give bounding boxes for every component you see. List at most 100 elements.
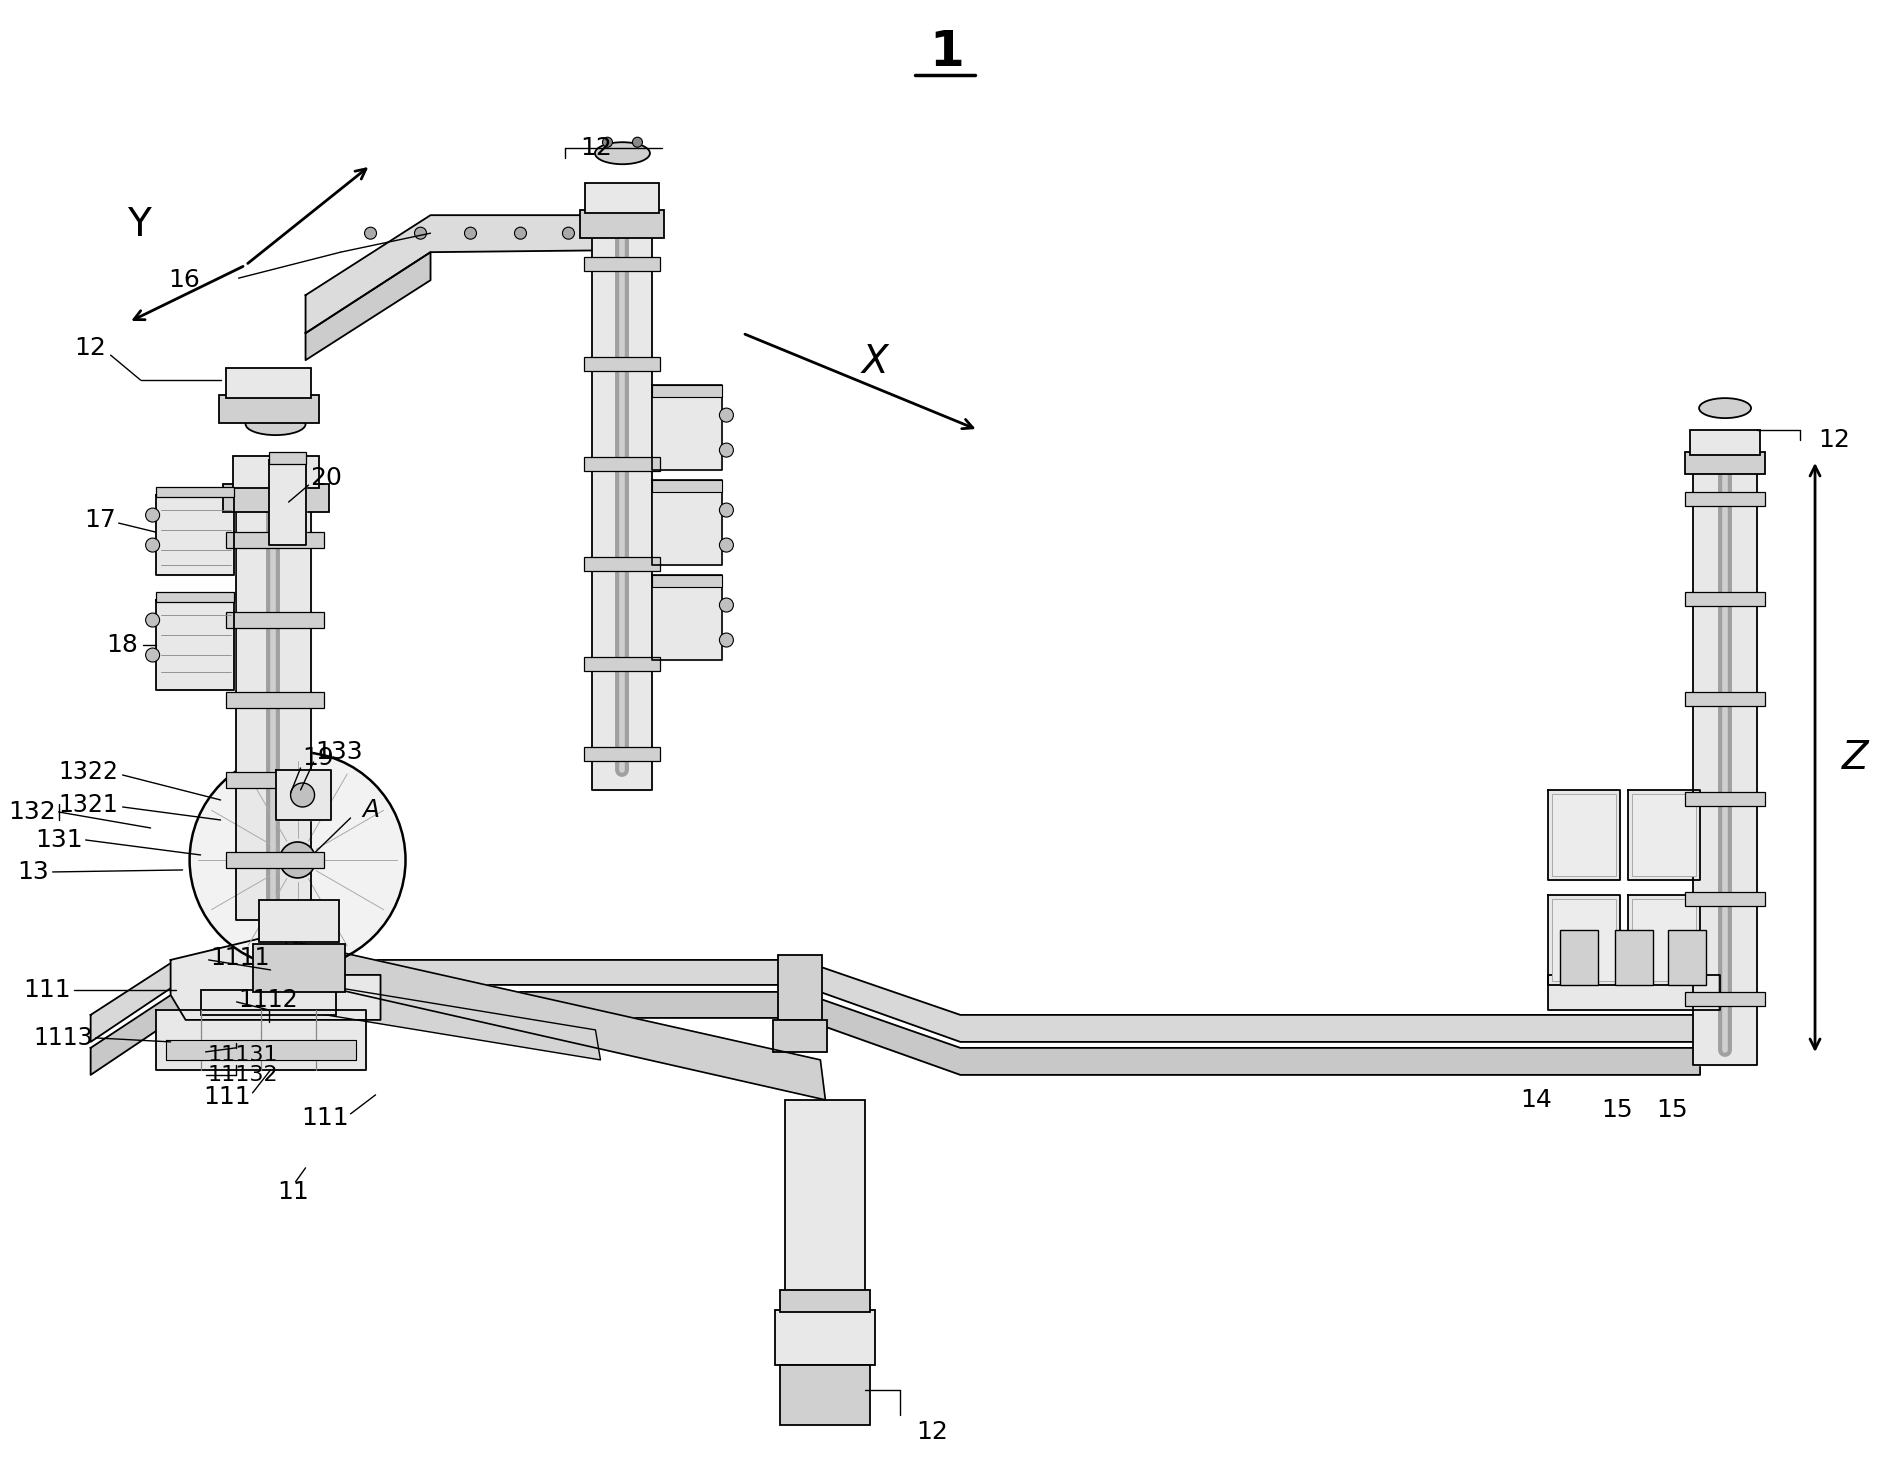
Bar bbox=[1685, 791, 1764, 806]
Circle shape bbox=[632, 138, 642, 148]
Circle shape bbox=[562, 228, 574, 240]
Text: 1113: 1113 bbox=[32, 1026, 93, 1050]
Bar bbox=[218, 395, 318, 423]
Bar bbox=[1690, 430, 1760, 456]
Polygon shape bbox=[155, 600, 233, 691]
Polygon shape bbox=[269, 460, 305, 546]
Circle shape bbox=[290, 782, 314, 808]
Text: 19: 19 bbox=[303, 745, 335, 771]
Bar bbox=[653, 481, 723, 493]
Text: X: X bbox=[861, 343, 888, 382]
Bar bbox=[653, 575, 723, 587]
Polygon shape bbox=[155, 495, 233, 575]
Text: 13: 13 bbox=[17, 859, 49, 884]
Circle shape bbox=[146, 509, 159, 522]
Polygon shape bbox=[305, 214, 619, 333]
Bar bbox=[225, 532, 324, 549]
Text: Y: Y bbox=[127, 206, 151, 244]
Text: 11: 11 bbox=[278, 1180, 309, 1204]
Bar bbox=[269, 453, 305, 464]
Circle shape bbox=[146, 648, 159, 663]
Bar bbox=[786, 1100, 865, 1300]
Bar bbox=[1615, 930, 1653, 985]
Bar bbox=[1668, 930, 1706, 985]
Polygon shape bbox=[235, 490, 310, 920]
Text: 12: 12 bbox=[916, 1420, 948, 1444]
Bar bbox=[1685, 992, 1764, 1006]
Text: 1: 1 bbox=[929, 28, 964, 77]
Polygon shape bbox=[1548, 790, 1620, 880]
Polygon shape bbox=[653, 481, 723, 565]
Text: 15: 15 bbox=[1656, 1097, 1689, 1123]
Bar bbox=[774, 1021, 827, 1052]
Bar bbox=[1560, 930, 1598, 985]
Bar bbox=[223, 484, 329, 512]
Polygon shape bbox=[286, 941, 825, 1100]
Bar bbox=[585, 747, 661, 762]
Bar bbox=[155, 487, 233, 497]
Polygon shape bbox=[290, 981, 600, 1060]
Bar bbox=[1552, 794, 1617, 876]
Bar bbox=[225, 692, 324, 708]
Bar bbox=[585, 183, 659, 213]
Polygon shape bbox=[801, 960, 1700, 1041]
Circle shape bbox=[280, 842, 316, 879]
Bar bbox=[1685, 453, 1764, 475]
Text: A: A bbox=[362, 799, 379, 822]
Bar bbox=[155, 592, 233, 602]
Ellipse shape bbox=[246, 413, 305, 435]
Text: Z: Z bbox=[1842, 740, 1868, 776]
Bar bbox=[233, 456, 318, 488]
Text: 133: 133 bbox=[316, 740, 363, 765]
Circle shape bbox=[365, 228, 377, 240]
Polygon shape bbox=[305, 253, 430, 359]
Text: 20: 20 bbox=[310, 466, 343, 490]
Bar bbox=[1685, 892, 1764, 907]
Circle shape bbox=[515, 228, 526, 240]
Text: 111: 111 bbox=[301, 1106, 348, 1130]
Text: 18: 18 bbox=[106, 633, 138, 657]
Text: 132: 132 bbox=[8, 800, 55, 824]
Polygon shape bbox=[653, 385, 723, 470]
Text: 131: 131 bbox=[34, 828, 83, 852]
Bar bbox=[585, 657, 661, 671]
Polygon shape bbox=[653, 575, 723, 660]
Bar bbox=[653, 385, 723, 398]
Text: 11131: 11131 bbox=[208, 1044, 278, 1065]
Polygon shape bbox=[170, 930, 380, 1021]
Text: 12: 12 bbox=[1817, 427, 1849, 453]
Text: 12: 12 bbox=[581, 136, 611, 160]
Polygon shape bbox=[91, 992, 801, 1075]
Bar bbox=[1685, 592, 1764, 606]
Circle shape bbox=[146, 612, 159, 627]
Bar bbox=[1632, 899, 1696, 981]
Circle shape bbox=[719, 633, 733, 646]
Text: 17: 17 bbox=[83, 509, 115, 532]
Bar bbox=[225, 612, 324, 629]
Bar bbox=[776, 1310, 875, 1365]
Text: 15: 15 bbox=[1601, 1097, 1634, 1123]
Circle shape bbox=[719, 538, 733, 552]
Bar bbox=[585, 558, 661, 571]
Polygon shape bbox=[165, 1040, 356, 1060]
Text: 11132: 11132 bbox=[208, 1065, 278, 1086]
Text: 14: 14 bbox=[1520, 1089, 1552, 1112]
Polygon shape bbox=[91, 960, 801, 1041]
Bar bbox=[1685, 692, 1764, 705]
Bar bbox=[1685, 493, 1764, 506]
Circle shape bbox=[189, 751, 405, 967]
Bar bbox=[259, 899, 339, 942]
Bar bbox=[1552, 899, 1617, 981]
Text: 1322: 1322 bbox=[59, 760, 119, 784]
Bar bbox=[780, 1290, 871, 1312]
Bar bbox=[1632, 794, 1696, 876]
Bar bbox=[225, 368, 310, 398]
Text: 16: 16 bbox=[168, 268, 201, 293]
Polygon shape bbox=[801, 992, 1700, 1075]
Polygon shape bbox=[593, 220, 653, 790]
Bar bbox=[778, 955, 822, 1021]
Circle shape bbox=[719, 408, 733, 422]
Circle shape bbox=[146, 538, 159, 552]
Text: 111: 111 bbox=[203, 1086, 250, 1109]
Ellipse shape bbox=[1700, 398, 1751, 419]
